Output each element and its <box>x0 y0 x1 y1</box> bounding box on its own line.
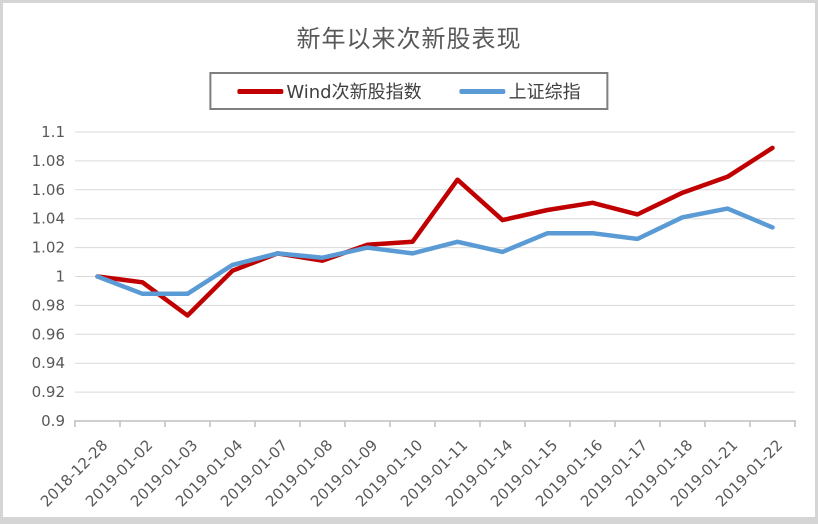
chart-title: 新年以来次新股表现 <box>296 25 522 53</box>
y-tick-label: 1.1 <box>41 123 65 141</box>
y-tick-label: 1.02 <box>32 239 65 257</box>
series-line-wind-index <box>95 145 775 318</box>
legend-item-wind-index: Wind次新股指数 <box>237 78 422 104</box>
sse-composite-line-swatch-icon <box>459 88 506 94</box>
y-tick-label: 0.9 <box>41 412 65 430</box>
y-tick-label: 1.06 <box>32 181 65 199</box>
series-line-sse-composite <box>95 206 775 297</box>
y-tick-label: 1 <box>55 268 65 286</box>
y-tick-label: 0.98 <box>32 296 65 314</box>
plot-area: 1.11.081.061.041.0210.980.960.940.920.92… <box>32 123 796 510</box>
y-tick-label: 0.92 <box>32 383 65 401</box>
legend: Wind次新股指数 上证综指 <box>209 72 609 110</box>
legend-label-wind-index: Wind次新股指数 <box>286 82 422 103</box>
wind-index-line-swatch-icon <box>237 88 284 94</box>
y-tick-label: 1.08 <box>32 152 65 170</box>
legend-item-sse-composite: 上证综指 <box>459 78 581 104</box>
y-tick-label: 0.96 <box>32 325 65 343</box>
legend-label-sse-composite: 上证综指 <box>508 82 581 103</box>
y-tick-label: 0.94 <box>32 354 65 372</box>
y-tick-label: 1.04 <box>32 210 65 228</box>
